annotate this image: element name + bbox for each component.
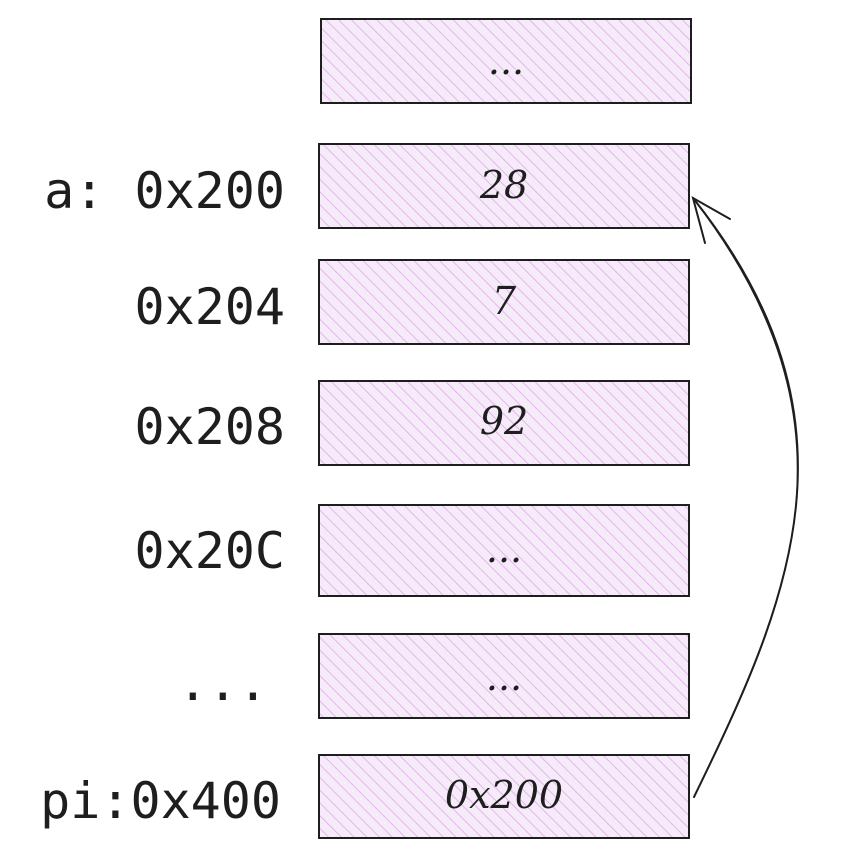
memory-cell-2: 7 xyxy=(318,259,690,345)
memory-cell-value: ... xyxy=(486,527,522,571)
memory-cell-6: 0x200 xyxy=(318,754,690,839)
address-label-a: a: 0x200 xyxy=(44,162,285,220)
pointer-arrow xyxy=(691,195,799,798)
memory-cell-value: ... xyxy=(488,39,524,83)
memory-cell-1: 28 xyxy=(318,143,690,229)
memory-cell-value: 0x200 xyxy=(445,773,563,817)
address-label-pi: pi:0x400 xyxy=(40,772,281,830)
memory-cell-4: ... xyxy=(318,504,690,597)
memory-cell-box xyxy=(320,18,692,104)
memory-cell-box xyxy=(318,259,690,345)
address-label-ellipsis: ... xyxy=(178,654,268,712)
memory-cell-box xyxy=(318,380,690,466)
address-label-0x20c: 0x20C xyxy=(134,522,285,580)
memory-cell-value: 28 xyxy=(479,163,528,207)
memory-cell-value: 7 xyxy=(492,279,517,323)
address-label-0x204: 0x204 xyxy=(134,278,285,336)
memory-cell-box xyxy=(318,633,690,719)
memory-cell-3: 92 xyxy=(318,380,690,466)
memory-cell-value: 92 xyxy=(480,399,528,443)
address-label-0x208: 0x208 xyxy=(134,398,285,456)
memory-cell-5: ... xyxy=(318,633,690,719)
memory-cell-box xyxy=(318,504,690,597)
memory-cell-value: ... xyxy=(486,655,522,699)
memory-cell-box xyxy=(318,143,690,229)
memory-cell-0: ... xyxy=(320,18,692,104)
arrow-head xyxy=(691,195,731,244)
memory-cell-box xyxy=(318,754,690,839)
